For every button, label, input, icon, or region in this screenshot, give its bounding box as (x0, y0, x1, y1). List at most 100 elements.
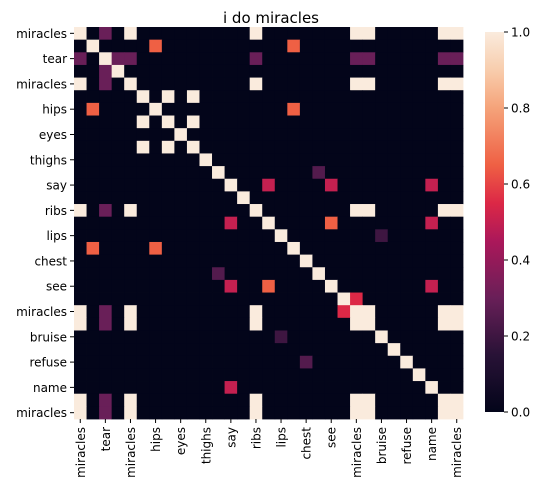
heatmap-cell (450, 317, 464, 331)
heatmap-cell (362, 39, 376, 53)
heatmap-cell (174, 39, 188, 53)
heatmap-cell (437, 102, 451, 116)
heatmap-cell (350, 102, 364, 116)
heatmap-cell (287, 27, 301, 41)
heatmap-cell (362, 406, 376, 420)
heatmap-cell (174, 343, 188, 357)
heatmap-cell (199, 355, 213, 369)
heatmap-cell (400, 115, 414, 129)
heatmap-cell (337, 153, 351, 167)
heatmap-cell (350, 140, 364, 154)
heatmap-cell (400, 381, 414, 395)
heatmap-cell (362, 267, 376, 281)
heatmap-cell (161, 191, 175, 205)
heatmap-cell (174, 254, 188, 268)
heatmap-cell (136, 216, 150, 230)
heatmap-cell (111, 102, 125, 116)
heatmap-cell (437, 241, 451, 256)
heatmap-cell (199, 229, 213, 243)
heatmap-cell (161, 90, 175, 104)
heatmap-cell (400, 317, 414, 331)
heatmap-cell (99, 305, 113, 319)
heatmap-cell (299, 178, 313, 192)
heatmap-cell (249, 229, 263, 243)
heatmap-cell (350, 292, 364, 306)
heatmap-cell (450, 27, 464, 41)
heatmap-cell (262, 166, 276, 180)
heatmap-cell (199, 64, 213, 78)
heatmap-cell (249, 52, 263, 66)
heatmap-cell (425, 406, 439, 420)
heatmap-cell (375, 39, 389, 53)
heatmap-cell (312, 330, 326, 344)
heatmap-cell (400, 204, 414, 218)
heatmap-cell (362, 166, 376, 180)
heatmap-cell (99, 52, 113, 66)
heatmap-cell (124, 254, 138, 268)
heatmap-cell (199, 178, 213, 192)
heatmap-cell (199, 305, 213, 319)
heatmap-cell (324, 27, 338, 41)
heatmap-cell (412, 343, 426, 357)
heatmap-cell (412, 102, 426, 116)
heatmap-cell (400, 178, 414, 192)
heatmap-cell (425, 204, 439, 218)
heatmap-cell (312, 229, 326, 243)
heatmap-cell (161, 279, 175, 293)
heatmap-cell (287, 381, 301, 395)
heatmap-cell (412, 216, 426, 230)
heatmap-cell (249, 267, 263, 281)
heatmap-cell (212, 90, 225, 104)
heatmap-cell (124, 64, 138, 78)
heatmap-cell (412, 305, 426, 319)
heatmap-cell (212, 77, 225, 91)
heatmap-cell (400, 64, 414, 78)
heatmap-cell (124, 178, 138, 192)
heatmap-cell (174, 166, 188, 180)
heatmap-cell (237, 241, 251, 256)
heatmap-cell (174, 368, 188, 382)
heatmap-cell (274, 102, 288, 116)
heatmap-cell (450, 254, 464, 268)
heatmap-cell (161, 204, 175, 218)
heatmap-cell (111, 330, 125, 344)
heatmap-cell (287, 204, 301, 218)
heatmap-cell (99, 166, 113, 180)
heatmap-cell (299, 406, 313, 420)
heatmap-cell (186, 64, 200, 78)
heatmap-cell (237, 166, 251, 180)
heatmap-cell (425, 90, 439, 104)
colorbar-tick-label: 0.2 (511, 330, 530, 344)
heatmap-cell (86, 267, 100, 281)
heatmap-cell (224, 191, 238, 205)
heatmap-cell (124, 393, 138, 407)
heatmap-cell (136, 381, 150, 395)
heatmap-cell (237, 140, 251, 154)
heatmap-cell (249, 204, 263, 218)
heatmap-cell (124, 166, 138, 180)
heatmap-cell (262, 27, 276, 41)
heatmap-cell (262, 292, 276, 306)
heatmap-cell (387, 292, 401, 306)
heatmap-cell (312, 140, 326, 154)
heatmap-cell (437, 343, 451, 357)
heatmap-cell (237, 52, 251, 66)
heatmap-cell (111, 343, 125, 357)
heatmap-cell (387, 343, 401, 357)
heatmap-cell (312, 317, 326, 331)
heatmap-cell (337, 115, 351, 129)
heatmap-cell (212, 115, 225, 129)
heatmap-cell (287, 115, 301, 129)
heatmap-cell (212, 381, 225, 395)
heatmap-cell (86, 27, 100, 41)
heatmap-cell (149, 178, 163, 192)
heatmap-cell (161, 330, 175, 344)
heatmap-cell (99, 39, 113, 53)
heatmap-cell (362, 178, 376, 192)
heatmap-cell (412, 77, 426, 91)
heatmap-cell (224, 178, 238, 192)
heatmap-cell (212, 166, 225, 180)
heatmap-cell (111, 39, 125, 53)
x-tick-label: name (425, 427, 439, 461)
heatmap-cell (274, 178, 288, 192)
